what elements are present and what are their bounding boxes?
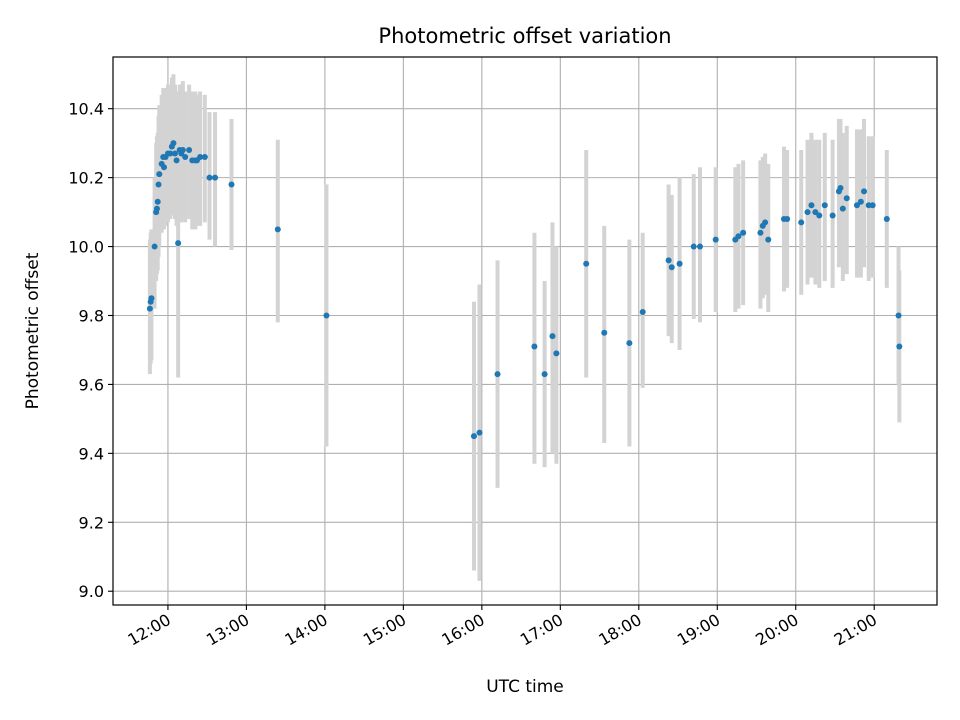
- data-point: [553, 350, 560, 357]
- data-point: [808, 202, 815, 209]
- data-point: [816, 212, 823, 219]
- data-point: [821, 202, 828, 209]
- data-point: [212, 174, 219, 181]
- y-tick-label: 10.2: [68, 169, 104, 188]
- y-tick-label: 9.4: [79, 444, 104, 463]
- data-point: [476, 429, 483, 436]
- data-point: [179, 147, 186, 154]
- data-point: [676, 260, 683, 267]
- data-point: [170, 140, 177, 147]
- y-tick-label: 9.0: [79, 582, 104, 601]
- data-point: [665, 257, 672, 264]
- data-point: [228, 181, 235, 188]
- data-point: [626, 340, 633, 347]
- data-point: [175, 240, 182, 247]
- data-point: [156, 171, 163, 178]
- data-point: [531, 343, 538, 350]
- data-point: [765, 236, 772, 243]
- data-point: [804, 209, 811, 216]
- y-tick-label: 9.8: [79, 306, 104, 325]
- data-point: [186, 147, 193, 154]
- data-point: [697, 243, 704, 250]
- data-point: [690, 243, 697, 250]
- y-axis-label: Photometric offset: [23, 252, 43, 409]
- data-point: [154, 198, 161, 205]
- grid: [113, 57, 937, 605]
- data-point: [639, 309, 646, 316]
- data-point: [146, 305, 153, 312]
- data-point: [148, 295, 155, 302]
- chart-title: Photometric offset variation: [378, 24, 671, 48]
- data-point: [470, 433, 477, 440]
- data-point: [153, 205, 160, 212]
- data-point: [173, 157, 180, 164]
- x-axis-label: UTC time: [486, 677, 564, 697]
- data-point: [883, 215, 890, 222]
- data-point: [843, 195, 850, 202]
- data-point: [853, 202, 860, 209]
- data-point: [812, 209, 819, 216]
- data-point: [171, 150, 178, 157]
- data-point: [757, 229, 764, 236]
- data-point: [857, 198, 864, 205]
- data-point: [895, 312, 902, 319]
- y-tick-label: 10.0: [68, 238, 104, 257]
- data-point: [837, 184, 844, 191]
- y-axis-ticks: 9.0 9.2 9.4 9.6 9.8 10.0 10.2 10.4: [68, 100, 113, 601]
- data-point: [869, 202, 876, 209]
- y-tick-label: 9.2: [79, 513, 104, 532]
- data-point: [167, 150, 174, 157]
- data-point: [735, 233, 742, 240]
- data-point: [323, 312, 330, 319]
- data-point: [839, 205, 846, 212]
- data-point: [151, 243, 158, 250]
- data-point: [494, 371, 501, 378]
- y-tick-label: 10.4: [68, 100, 104, 119]
- data-point: [206, 174, 213, 181]
- y-tick-label: 9.6: [79, 375, 104, 394]
- data-point: [201, 153, 208, 160]
- data-point: [861, 188, 868, 195]
- data-point: [896, 343, 903, 350]
- data-point: [601, 329, 608, 336]
- data-point: [274, 226, 281, 233]
- data-point: [182, 153, 189, 160]
- data-point: [712, 236, 719, 243]
- plot-frame: [112, 56, 938, 606]
- data-point: [762, 219, 769, 226]
- data-point: [668, 264, 675, 271]
- data-point: [583, 260, 590, 267]
- data-point: [541, 371, 548, 378]
- data-point: [155, 181, 162, 188]
- data-points: [146, 140, 903, 440]
- data-point: [549, 333, 556, 340]
- data-point: [197, 153, 204, 160]
- data-point: [161, 164, 168, 171]
- data-point: [798, 219, 805, 226]
- data-point: [829, 212, 836, 219]
- data-point: [784, 215, 791, 222]
- data-point: [740, 229, 747, 236]
